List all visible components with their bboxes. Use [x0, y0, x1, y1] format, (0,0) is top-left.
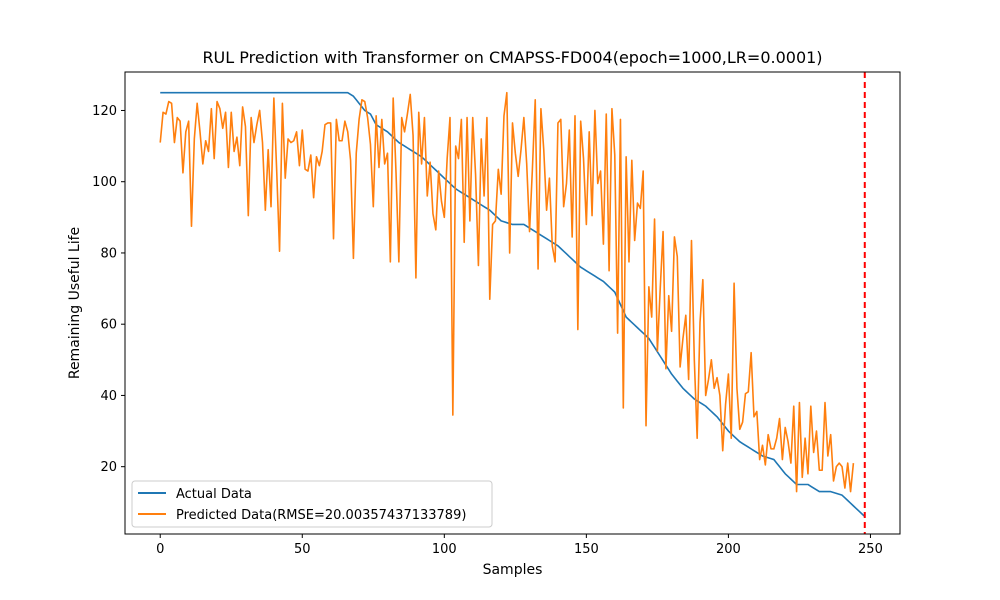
y-tick-label: 40 [100, 389, 117, 404]
legend-label-predicted: Predicted Data(RMSE=20.00357437133789) [176, 508, 466, 523]
x-tick-label: 200 [716, 542, 741, 557]
x-tick-label: 100 [432, 542, 457, 557]
chart-title: RUL Prediction with Transformer on CMAPS… [202, 48, 822, 67]
plot-area [159, 72, 866, 534]
y-tick-label: 120 [92, 104, 117, 119]
plot-frame [124, 71, 901, 535]
legend-box [131, 480, 493, 528]
series-predicted-line [159, 91, 855, 493]
legend-label-actual: Actual Data [176, 487, 252, 502]
x-tick-label: 50 [294, 542, 311, 557]
y-tick-label: 60 [100, 318, 117, 333]
axis-ticks: 0 50 100 150 200 250 20 40 60 80 100 120 [92, 104, 883, 557]
y-tick-label: 100 [92, 175, 117, 190]
y-tick-label: 80 [100, 246, 117, 261]
legend: Actual Data Predicted Data(RMSE=20.00357… [131, 480, 493, 528]
x-tick-label: 250 [858, 542, 883, 557]
x-tick-label: 150 [574, 542, 599, 557]
y-axis-label: Remaining Useful Life [67, 227, 83, 379]
x-tick-label: 0 [156, 542, 164, 557]
series-actual-line [160, 91, 866, 518]
x-axis-label: Samples [483, 562, 543, 578]
y-tick-label: 20 [100, 460, 117, 475]
